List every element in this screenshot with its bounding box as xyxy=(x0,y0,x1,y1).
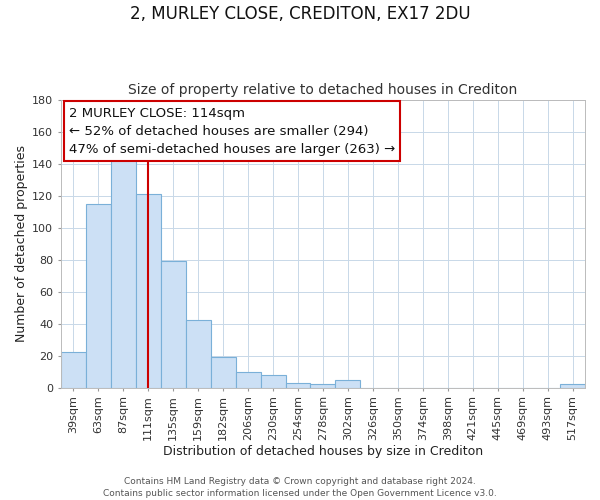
Bar xyxy=(136,194,161,388)
Bar xyxy=(236,372,260,388)
Bar xyxy=(211,357,236,388)
Bar xyxy=(111,154,136,388)
X-axis label: Distribution of detached houses by size in Crediton: Distribution of detached houses by size … xyxy=(163,444,483,458)
Y-axis label: Number of detached properties: Number of detached properties xyxy=(15,145,28,342)
Bar xyxy=(560,384,585,388)
Bar xyxy=(61,352,86,388)
Bar xyxy=(161,261,186,388)
Bar xyxy=(86,204,111,388)
Bar xyxy=(310,384,335,388)
Bar xyxy=(260,375,286,388)
Text: Contains HM Land Registry data © Crown copyright and database right 2024.
Contai: Contains HM Land Registry data © Crown c… xyxy=(103,476,497,498)
Bar xyxy=(335,380,361,388)
Text: 2, MURLEY CLOSE, CREDITON, EX17 2DU: 2, MURLEY CLOSE, CREDITON, EX17 2DU xyxy=(130,5,470,23)
Bar xyxy=(286,383,310,388)
Title: Size of property relative to detached houses in Crediton: Size of property relative to detached ho… xyxy=(128,83,518,97)
Text: 2 MURLEY CLOSE: 114sqm
← 52% of detached houses are smaller (294)
47% of semi-de: 2 MURLEY CLOSE: 114sqm ← 52% of detached… xyxy=(69,107,395,156)
Bar xyxy=(186,320,211,388)
